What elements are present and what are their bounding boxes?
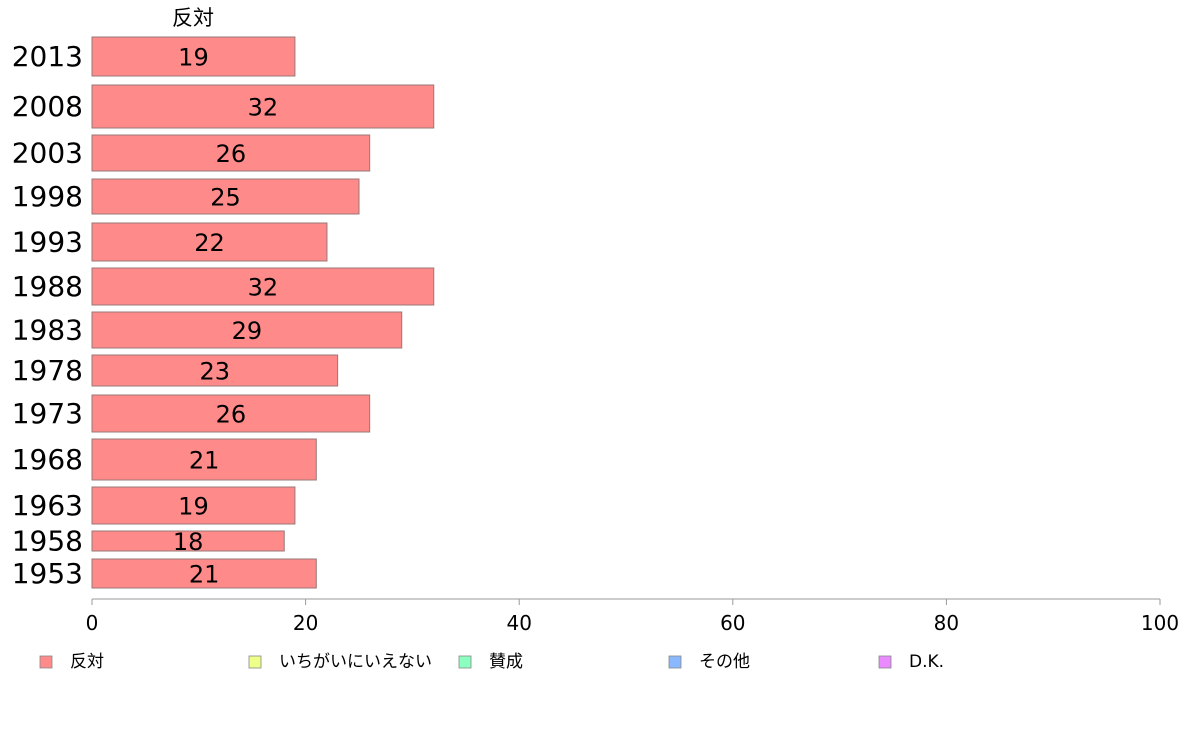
bar-value-label: 19 (178, 493, 209, 521)
category-label: 1953 (12, 557, 83, 590)
x-tick-label: 100 (1141, 611, 1179, 635)
category-label: 1978 (12, 354, 83, 387)
x-tick-label: 60 (720, 611, 745, 635)
bar (91, 84, 435, 129)
bar-value-label: 21 (189, 561, 220, 589)
category-label: 1983 (12, 314, 83, 347)
bar-value-label: 22 (194, 229, 225, 257)
legend-label: D.K. (909, 652, 944, 672)
bar-value-label: 18 (173, 528, 204, 556)
bar (91, 178, 360, 215)
legend-label: 賛成 (489, 652, 523, 672)
category-label: 1998 (12, 180, 83, 213)
legend-swatch (248, 655, 262, 669)
x-tick-label: 80 (934, 611, 959, 635)
bar-value-label: 19 (178, 44, 209, 72)
bar-value-label: 21 (189, 447, 220, 475)
bars-group: 2013 19 2008 32 2003 26 1998 25 1993 22 1988 32 1983… (12, 36, 435, 590)
legend-swatch (458, 655, 472, 669)
legend-swatch (668, 655, 682, 669)
bar (91, 222, 328, 262)
legend-label: その他 (699, 652, 750, 672)
series-title: 反対 (172, 6, 214, 30)
x-axis: 0 20 40 60 80 100 (86, 598, 1179, 635)
bar (91, 558, 317, 589)
bar (91, 36, 296, 77)
legend-label: いちがいにいえない (279, 652, 432, 672)
bar-value-label: 25 (210, 184, 241, 212)
category-label: 1963 (12, 489, 83, 522)
x-tick-label: 0 (86, 611, 99, 635)
category-label: 1993 (12, 226, 83, 259)
bar-value-label: 29 (232, 317, 263, 345)
x-tick-label: 40 (506, 611, 531, 635)
category-label: 1968 (12, 443, 83, 476)
category-label: 2013 (12, 40, 83, 73)
bar (91, 354, 339, 387)
legend-swatch (39, 655, 53, 669)
category-label: 1988 (12, 270, 83, 303)
bar (91, 394, 371, 433)
bar (91, 267, 435, 306)
bar-value-label: 26 (216, 140, 247, 168)
legend-label: 反対 (70, 652, 104, 672)
category-label: 1958 (12, 525, 83, 558)
bar-value-label: 32 (248, 274, 279, 302)
category-label: 2003 (12, 137, 83, 170)
bar (91, 486, 296, 525)
bar-value-label: 32 (248, 94, 279, 122)
bar (91, 438, 317, 481)
bar-value-label: 23 (200, 358, 231, 386)
legend-swatch (878, 655, 892, 669)
bar-value-label: 26 (216, 401, 247, 429)
bar (91, 134, 371, 172)
category-label: 1973 (12, 397, 83, 430)
bar (91, 530, 285, 552)
legend: 反対 いちがいにいえない 賛成 その他 D.K. (39, 652, 944, 672)
category-label: 2008 (12, 90, 83, 123)
x-tick-label: 20 (293, 611, 318, 635)
bar (91, 311, 403, 349)
